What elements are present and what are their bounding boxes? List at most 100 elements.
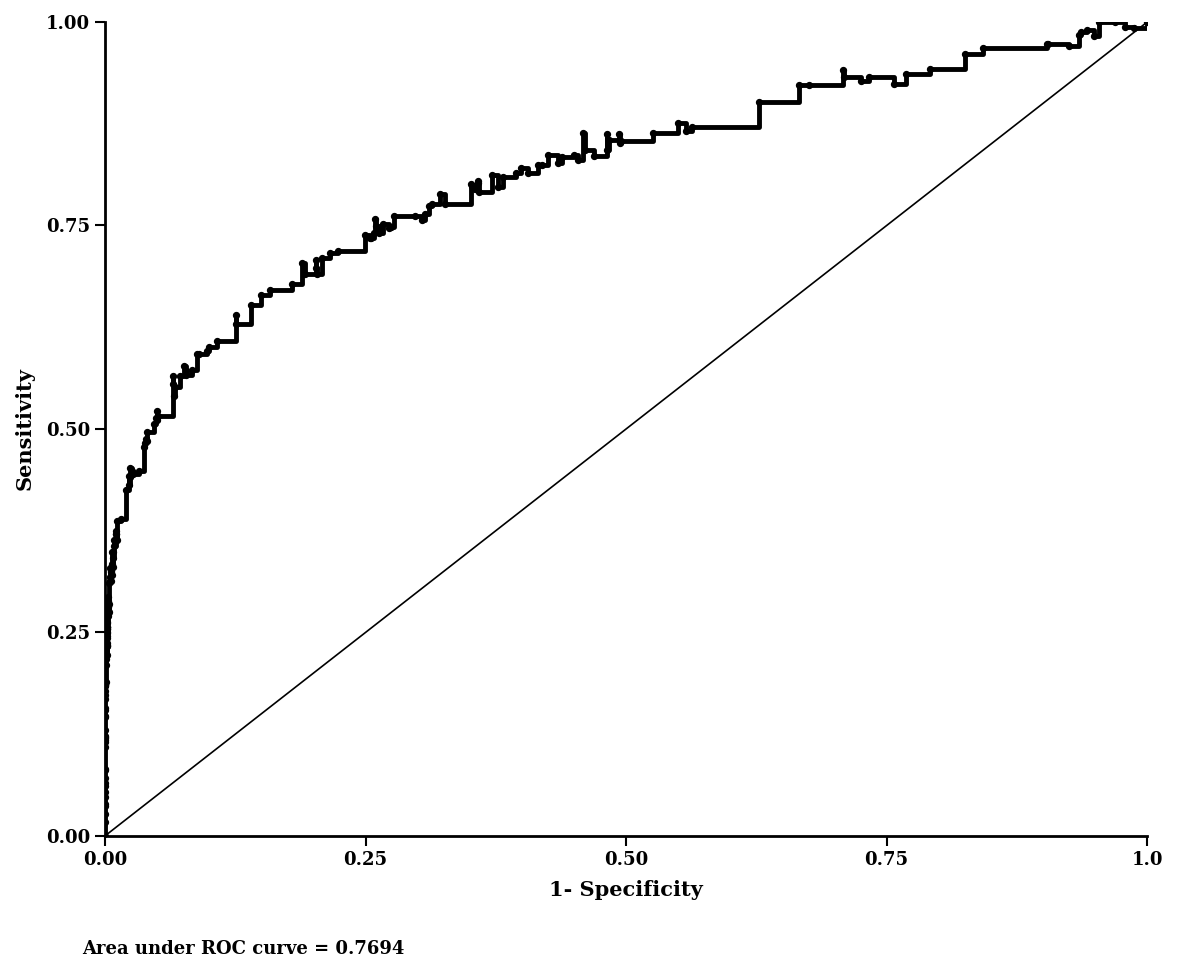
Point	[789, 77, 808, 92]
Point	[597, 142, 616, 158]
Point	[369, 225, 388, 240]
Point	[137, 431, 155, 447]
Point	[95, 775, 114, 791]
Point	[120, 470, 139, 486]
Point	[98, 619, 117, 634]
Point	[187, 346, 206, 362]
Point	[98, 619, 117, 634]
Text: Area under ROC curve = 0.7694: Area under ROC curve = 0.7694	[82, 940, 405, 957]
Point	[95, 778, 114, 794]
Point	[207, 333, 226, 348]
Point	[436, 197, 455, 212]
Point	[135, 436, 154, 451]
Point	[104, 550, 123, 565]
Point	[124, 466, 143, 482]
Point	[95, 722, 114, 738]
Point	[251, 287, 270, 303]
Y-axis label: Sensitivity: Sensitivity	[15, 368, 35, 490]
Point	[95, 730, 114, 745]
Point	[292, 256, 311, 271]
Point	[669, 116, 688, 131]
Point	[569, 153, 588, 168]
Point	[183, 362, 201, 378]
Point	[102, 567, 121, 583]
Point	[307, 267, 326, 282]
Point	[120, 468, 139, 484]
Point	[885, 76, 904, 91]
Point	[800, 77, 819, 92]
Point	[356, 227, 375, 242]
Point	[177, 367, 196, 382]
Point	[320, 245, 339, 261]
Point	[416, 206, 435, 222]
Point	[146, 411, 165, 426]
Point	[97, 648, 115, 664]
Point	[123, 463, 141, 479]
Point	[97, 658, 115, 673]
Point	[585, 149, 604, 164]
Point	[1124, 20, 1143, 36]
Point	[97, 631, 115, 646]
Point	[105, 538, 124, 554]
Point	[859, 69, 878, 85]
Point	[1106, 15, 1125, 30]
Point	[549, 156, 568, 171]
Point	[120, 477, 139, 492]
Point	[423, 197, 442, 212]
Point	[95, 677, 114, 693]
Point	[95, 728, 114, 743]
Point	[283, 276, 302, 292]
Point	[99, 594, 118, 609]
Point	[95, 763, 114, 778]
Point	[130, 463, 148, 479]
Point	[101, 563, 120, 579]
Point	[99, 597, 118, 613]
Point	[95, 687, 114, 703]
Point	[99, 606, 118, 622]
Point	[1059, 38, 1078, 54]
Point	[104, 559, 123, 574]
Point	[100, 575, 119, 591]
Point	[419, 198, 438, 214]
Point	[95, 762, 114, 777]
Point	[166, 379, 185, 395]
Point	[470, 184, 489, 199]
Point	[99, 608, 118, 624]
Point	[107, 514, 126, 529]
Point	[95, 729, 114, 744]
Point	[682, 119, 701, 134]
Point	[101, 559, 120, 575]
Point	[190, 346, 209, 362]
Point	[145, 416, 164, 432]
Point	[600, 132, 618, 148]
Point	[98, 629, 117, 644]
Point	[107, 523, 126, 539]
Point	[102, 545, 121, 560]
Point	[147, 413, 166, 428]
Point	[538, 147, 557, 162]
Point	[99, 604, 118, 620]
Point	[465, 181, 484, 197]
Point	[98, 621, 117, 636]
Point	[102, 556, 121, 571]
Point	[1138, 15, 1157, 30]
Point	[101, 573, 120, 589]
Point	[1072, 24, 1091, 40]
Point	[98, 621, 117, 636]
Point	[852, 73, 871, 89]
Point	[107, 532, 126, 548]
Point	[177, 363, 196, 378]
Point	[198, 343, 217, 359]
Point	[95, 828, 114, 844]
Point	[677, 123, 696, 138]
Point	[99, 596, 118, 612]
Point	[469, 173, 488, 189]
Point	[611, 133, 630, 149]
Point	[99, 590, 118, 605]
Point	[366, 218, 385, 234]
Point	[973, 40, 992, 55]
Point	[138, 424, 157, 440]
Point	[98, 630, 117, 645]
Point	[98, 614, 117, 630]
Point	[200, 339, 219, 354]
